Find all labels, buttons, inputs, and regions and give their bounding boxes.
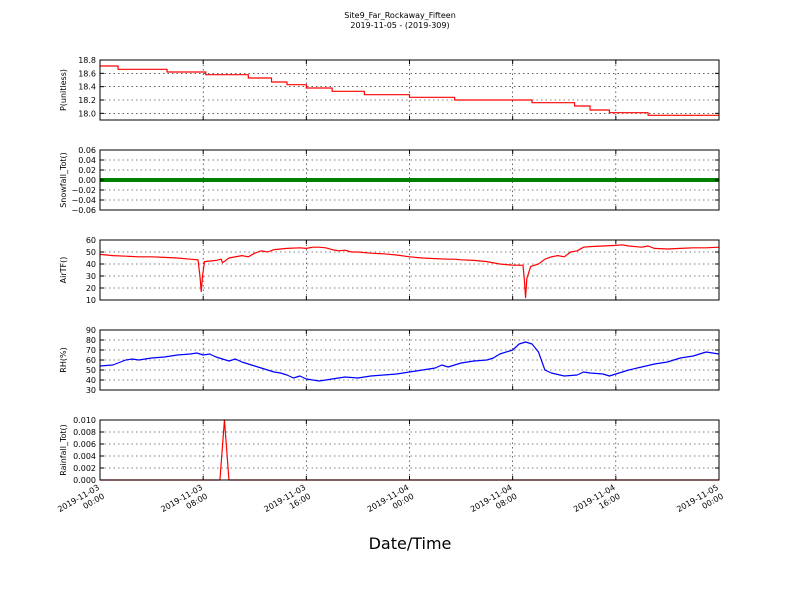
y-tick-label: 0.008 (73, 428, 96, 437)
y-tick-label: 90 (86, 326, 96, 335)
y-tick-label: 30 (86, 386, 96, 395)
y-tick-label: 0.04 (78, 156, 96, 165)
x-tick-label: 2019-11-0408:00 (469, 483, 519, 523)
y-tick-label: −0.02 (71, 186, 96, 195)
y-axis-label: P(unitless) (59, 69, 68, 111)
y-tick-label: 18.2 (78, 96, 96, 105)
y-tick-label: 0.010 (73, 416, 96, 425)
y-tick-label: −0.04 (71, 196, 96, 205)
y-tick-label: 40 (86, 260, 96, 269)
y-tick-label: 0.002 (73, 464, 96, 473)
y-tick-label: 40 (86, 376, 96, 385)
x-tick-label: 2019-11-0300:00 (56, 483, 106, 523)
y-tick-label: 80 (86, 336, 96, 345)
y-axis-label: Rainfall_Tot() (59, 424, 68, 476)
x-tick-label: 2019-11-0500:00 (675, 483, 725, 523)
series-line-3 (99, 244, 720, 299)
y-tick-label: 50 (86, 366, 96, 375)
x-tick-label: 2019-11-0400:00 (366, 483, 416, 523)
y-axis-label: AirTF() (59, 257, 68, 284)
y-tick-label: −0.06 (71, 206, 96, 215)
x-tick-label: 2019-11-0316:00 (263, 483, 313, 523)
y-axis-label: RH(%) (59, 347, 68, 372)
y-tick-label: 18.4 (78, 83, 96, 92)
y-tick-label: 0.02 (78, 166, 96, 175)
y-tick-label: 30 (86, 272, 96, 281)
x-axis-label: Date/Time (368, 534, 452, 553)
chart-subtitle: 2019-11-05 - (2019-309) (350, 21, 450, 30)
y-tick-label: 18.6 (78, 69, 96, 78)
y-tick-label: 70 (86, 346, 96, 355)
y-tick-label: 50 (86, 248, 96, 257)
y-tick-label: 18.0 (78, 109, 96, 118)
y-tick-label: 0.006 (73, 440, 96, 449)
chart-title: Site9_Far_Rockaway_Fifteen (344, 11, 456, 20)
y-tick-label: 0.000 (73, 476, 96, 485)
y-axis-label: Snowfall_Tot() (59, 152, 68, 208)
series-line-1 (100, 65, 719, 116)
y-tick-label: 0.06 (78, 146, 96, 155)
x-tick-label: 2019-11-0308:00 (159, 483, 209, 523)
series-line-4 (99, 341, 720, 382)
y-tick-label: 60 (86, 356, 96, 365)
y-tick-label: 20 (86, 284, 96, 293)
y-tick-label: 60 (86, 236, 96, 245)
x-tick-label: 2019-11-0416:00 (572, 483, 622, 523)
y-tick-label: 0.00 (78, 176, 96, 185)
y-tick-label: 18.8 (78, 56, 96, 65)
y-tick-label: 10 (86, 296, 96, 305)
y-tick-label: 0.004 (73, 452, 96, 461)
